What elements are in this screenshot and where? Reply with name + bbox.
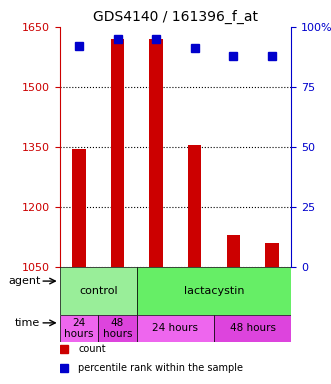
Bar [111, 39, 124, 267]
FancyBboxPatch shape [214, 314, 291, 342]
Bar [72, 149, 86, 267]
Text: 48 hours: 48 hours [230, 323, 276, 333]
Text: 48
hours: 48 hours [103, 318, 132, 339]
Text: control: control [79, 286, 118, 296]
Title: GDS4140 / 161396_f_at: GDS4140 / 161396_f_at [93, 10, 258, 25]
Text: lactacystin: lactacystin [184, 286, 244, 296]
Bar [188, 145, 202, 267]
FancyBboxPatch shape [60, 267, 137, 314]
Text: count: count [78, 344, 106, 354]
Bar [227, 235, 240, 267]
FancyBboxPatch shape [137, 267, 291, 314]
Text: 24
hours: 24 hours [64, 318, 94, 339]
FancyBboxPatch shape [60, 314, 98, 342]
Text: percentile rank within the sample: percentile rank within the sample [78, 363, 243, 373]
FancyBboxPatch shape [137, 314, 214, 342]
Text: 24 hours: 24 hours [153, 323, 198, 333]
Text: time: time [15, 318, 40, 328]
Bar [265, 243, 279, 267]
Text: agent: agent [8, 276, 40, 286]
FancyBboxPatch shape [98, 314, 137, 342]
Bar [149, 39, 163, 267]
